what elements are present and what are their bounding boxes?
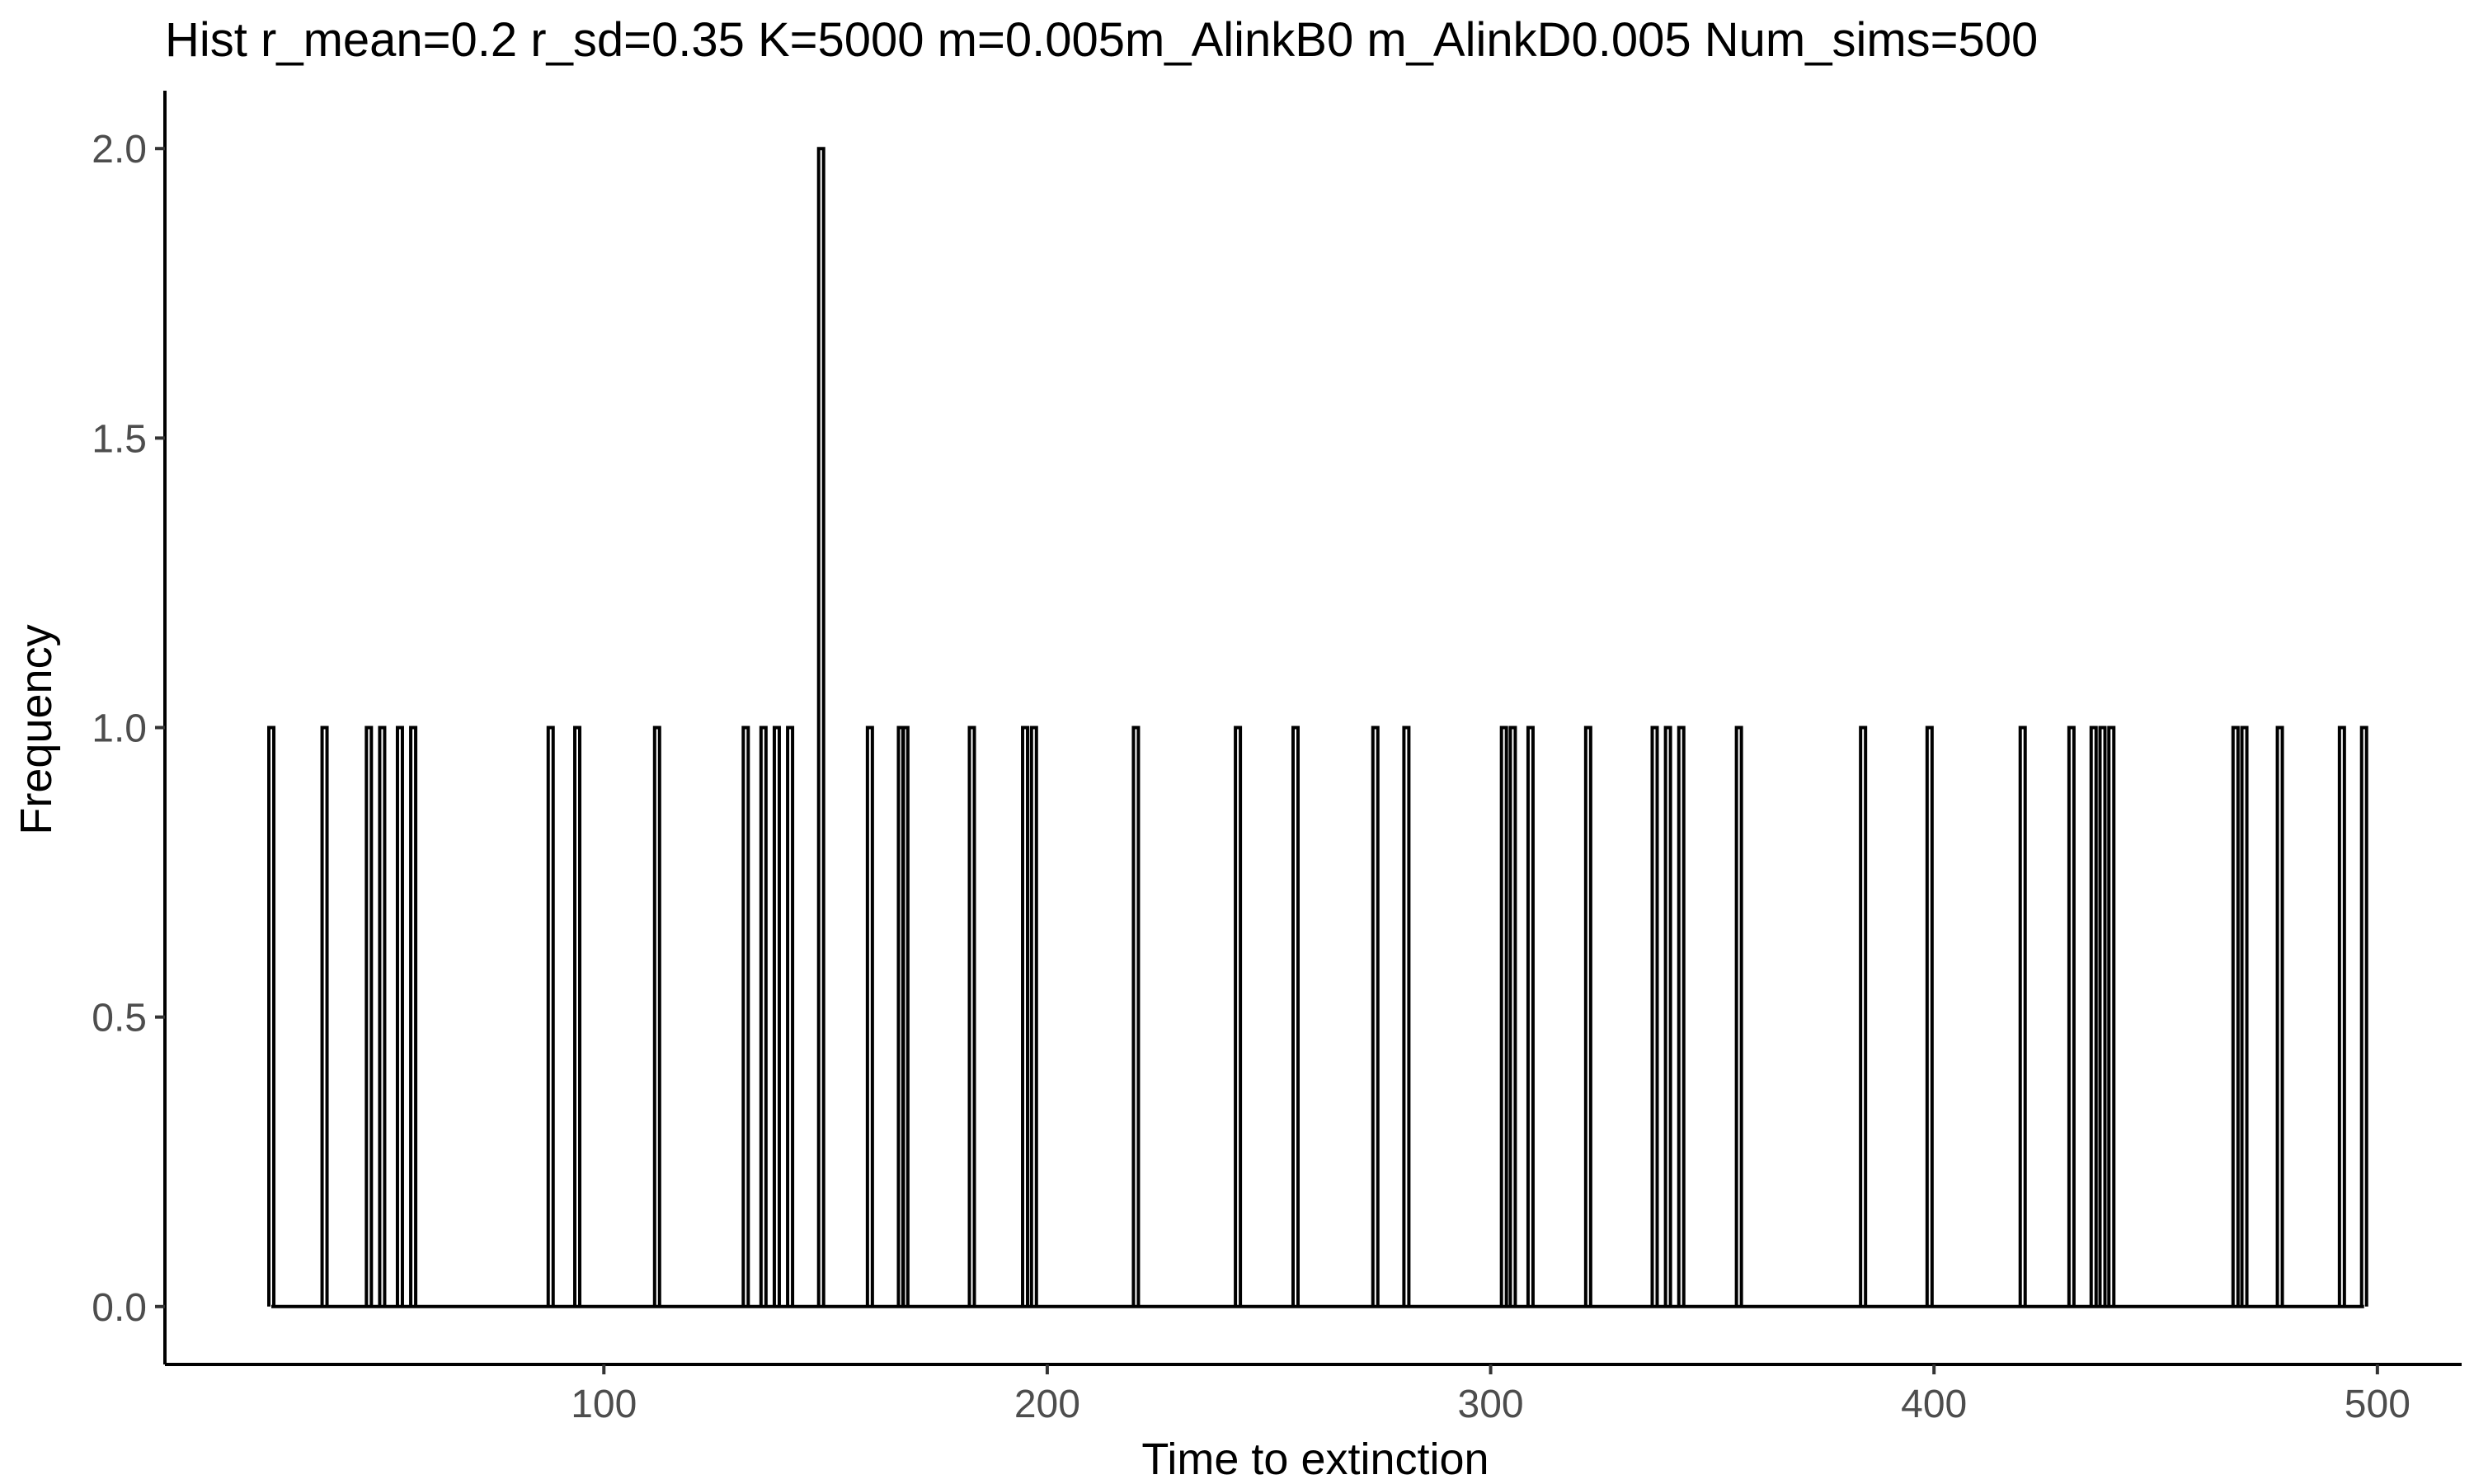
histogram-bar bbox=[1291, 726, 1300, 1307]
x-tick-label: 100 bbox=[571, 1383, 637, 1426]
histogram-bar bbox=[772, 726, 781, 1307]
histogram-bar bbox=[1402, 726, 1411, 1307]
y-tick-label: 1.5 bbox=[92, 417, 147, 461]
histogram-bar bbox=[816, 147, 825, 1307]
y-tick-label: 2.0 bbox=[92, 128, 147, 171]
histogram-bar bbox=[967, 726, 976, 1307]
histogram-bar bbox=[2089, 726, 2098, 1307]
x-tick-label: 200 bbox=[1014, 1383, 1080, 1426]
histogram-bar bbox=[1029, 726, 1038, 1307]
y-tick-label: 1.0 bbox=[92, 707, 147, 751]
histogram-bar bbox=[1925, 726, 1934, 1307]
y-tick-label: 0.5 bbox=[92, 997, 147, 1040]
histogram-bar bbox=[1371, 726, 1380, 1307]
histogram-bar bbox=[1734, 726, 1743, 1307]
histogram-bar bbox=[395, 726, 404, 1307]
histogram-bar bbox=[2067, 726, 2076, 1307]
histogram-bar bbox=[1650, 726, 1659, 1307]
histogram-bar bbox=[2098, 726, 2107, 1307]
histogram-bar bbox=[409, 726, 418, 1307]
x-tick-label: 400 bbox=[1901, 1383, 1967, 1426]
chart-title: Hist r_mean=0.2 r_sd=0.35 K=5000 m=0.005… bbox=[165, 13, 2038, 67]
histogram-bar bbox=[2359, 726, 2368, 1307]
histogram-bar bbox=[1508, 726, 1517, 1307]
histogram-bar bbox=[267, 726, 276, 1307]
histogram-bar bbox=[2018, 726, 2027, 1307]
histogram-bar bbox=[2240, 726, 2249, 1307]
histogram-bar bbox=[741, 726, 750, 1307]
x-tick-label: 500 bbox=[2345, 1383, 2411, 1426]
histogram-bar bbox=[1663, 726, 1672, 1307]
histogram-bar bbox=[759, 726, 768, 1307]
histogram-bar bbox=[1021, 726, 1030, 1307]
histogram-bar bbox=[320, 726, 329, 1307]
x-axis-title: Time to extinction bbox=[1141, 1435, 1489, 1484]
y-axis: 0.0 0.5 1.0 1.5 2.0 bbox=[92, 91, 167, 1364]
histogram-bar bbox=[2337, 726, 2346, 1307]
histogram-bar bbox=[652, 726, 661, 1307]
histogram-bar bbox=[865, 726, 874, 1307]
y-tick-label: 0.0 bbox=[92, 1286, 147, 1330]
histogram-bar bbox=[573, 726, 582, 1307]
histogram-bar bbox=[1499, 726, 1508, 1307]
histogram-bar bbox=[546, 726, 555, 1307]
histogram-bar bbox=[2107, 726, 2116, 1307]
histogram-bar bbox=[901, 726, 910, 1307]
histogram-bar bbox=[1131, 726, 1141, 1307]
histogram-bar bbox=[365, 726, 374, 1307]
histogram-bar bbox=[378, 726, 387, 1307]
histogram-bar bbox=[1583, 726, 1592, 1307]
x-tick-label: 300 bbox=[1458, 1383, 1524, 1426]
histogram-bar bbox=[1859, 726, 1868, 1307]
histogram-bar bbox=[1234, 726, 1243, 1307]
histogram-bar bbox=[2275, 726, 2284, 1307]
x-axis: 100 200 300 400 500 bbox=[165, 1363, 2462, 1426]
y-axis-title: Frequency bbox=[12, 624, 61, 834]
histogram-bar bbox=[2231, 726, 2240, 1307]
histogram-bar bbox=[1677, 726, 1686, 1307]
histogram-bar bbox=[786, 726, 795, 1307]
histogram-bars bbox=[267, 147, 2368, 1308]
histogram-bar bbox=[1526, 726, 1535, 1307]
